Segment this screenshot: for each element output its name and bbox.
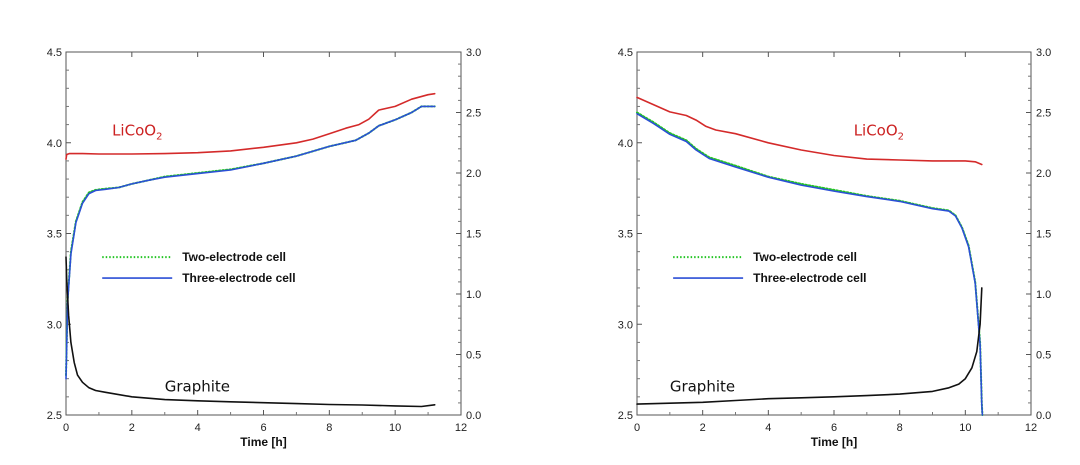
annotation-subscript: 2 bbox=[898, 131, 904, 142]
x-tick-label: 12 bbox=[455, 422, 467, 434]
y-right-tick-label: 0.5 bbox=[466, 350, 481, 362]
y-right-tick-label: 1.0 bbox=[1036, 289, 1051, 301]
annotation-text: LiCoO bbox=[112, 121, 156, 139]
x-tick-label: 12 bbox=[1025, 422, 1037, 434]
legend: Two-electrode cell Three-electrode cell bbox=[673, 250, 867, 285]
y-left-tick-label: 3.5 bbox=[47, 229, 62, 241]
y-left-tick-label: 3.0 bbox=[47, 319, 62, 331]
y-left-tick-label: 3.0 bbox=[618, 319, 633, 331]
annotation-licoo: LiCoO2 bbox=[854, 121, 904, 142]
chart-panel-left: 0 2 4 6 8 10 12 Time [h] 2.5 3.0 3.5 4.0 4.5 0.0 0.5 1.… bbox=[47, 47, 482, 449]
y-right-tick-label: 0.5 bbox=[1036, 350, 1051, 362]
y-left-tick-label: 4.0 bbox=[47, 138, 62, 150]
plot-frame bbox=[65, 51, 462, 416]
y-right-tick-label: 2.0 bbox=[466, 168, 481, 180]
annotation-text: Graphite bbox=[165, 377, 230, 395]
y-right-tick-label: 0.0 bbox=[1036, 410, 1051, 422]
x-tick-label: 6 bbox=[831, 422, 837, 434]
y-right-tick-label: 2.0 bbox=[1036, 168, 1051, 180]
legend-label: Three-electrode cell bbox=[753, 271, 866, 285]
series-line-three-electrode-cell bbox=[65, 105, 436, 380]
y-left-tick-label: 3.5 bbox=[618, 229, 633, 241]
series-line-two-electrode-cell bbox=[65, 105, 436, 377]
x-tick-label: 0 bbox=[634, 422, 640, 434]
y-right-tick-label: 3.0 bbox=[466, 47, 481, 59]
legend-label: Two-electrode cell bbox=[753, 250, 857, 264]
legend: Two-electrode cell Three-electrode cell bbox=[102, 250, 296, 285]
plot-frame bbox=[636, 51, 1032, 416]
y-left-tick-label: 4.5 bbox=[47, 47, 62, 59]
y-right-tick-label: 1.5 bbox=[466, 229, 481, 241]
x-tick-label: 8 bbox=[326, 422, 332, 434]
y-left-tick-label: 2.5 bbox=[47, 410, 62, 422]
y-right-tick-label: 2.5 bbox=[1036, 108, 1051, 120]
y-right-tick-label: 0.0 bbox=[466, 410, 481, 422]
y-right-tick-label: 1.5 bbox=[1036, 229, 1051, 241]
y-left-tick-label: 4.5 bbox=[618, 47, 633, 59]
annotation-text: LiCoO bbox=[854, 121, 898, 139]
y-right-tick-label: 3.0 bbox=[1036, 47, 1051, 59]
series-line-three-electrode-cell bbox=[636, 112, 984, 416]
annotation-graphite: Graphite bbox=[670, 377, 735, 395]
y-right-tick-label: 1.0 bbox=[466, 289, 481, 301]
x-tick-label: 2 bbox=[700, 422, 706, 434]
legend-label: Two-electrode cell bbox=[182, 250, 286, 264]
x-tick-label: 2 bbox=[129, 422, 135, 434]
x-tick-label: 4 bbox=[195, 422, 201, 434]
x-tick-label: 4 bbox=[765, 422, 771, 434]
legend-label: Three-electrode cell bbox=[182, 271, 295, 285]
x-axis-title: Time [h] bbox=[811, 435, 857, 449]
y-left-tick-label: 4.0 bbox=[618, 138, 633, 150]
series-line-licoo2 bbox=[636, 96, 983, 166]
x-tick-label: 6 bbox=[260, 422, 266, 434]
y-right-tick-label: 2.5 bbox=[466, 108, 481, 120]
series-line-graphite bbox=[65, 256, 436, 408]
annotation-licoo: LiCoO2 bbox=[112, 121, 162, 142]
annotation-text: Graphite bbox=[670, 377, 735, 395]
annotation-subscript: 2 bbox=[156, 131, 162, 142]
x-tick-label: 0 bbox=[63, 422, 69, 434]
chart-panel-right: 0 2 4 6 8 10 12 Time [h] 2.5 3.0 3.5 4.0 4.5 0.0 0.5 1.… bbox=[618, 47, 1052, 449]
x-tick-label: 8 bbox=[897, 422, 903, 434]
y-left-tick-label: 2.5 bbox=[618, 410, 633, 422]
x-tick-label: 10 bbox=[389, 422, 401, 434]
x-axis-title: Time [h] bbox=[240, 435, 286, 449]
series-line-licoo2 bbox=[65, 92, 436, 160]
x-tick-label: 10 bbox=[959, 422, 971, 434]
annotation-graphite: Graphite bbox=[165, 377, 230, 395]
series-line-graphite bbox=[636, 287, 983, 405]
